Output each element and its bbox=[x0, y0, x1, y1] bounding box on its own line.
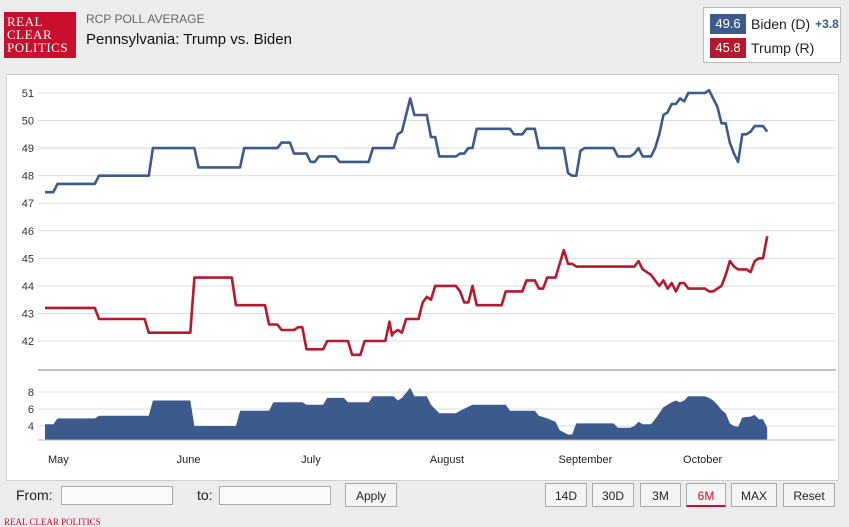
footer-brand: REAL CLEAR POLITICS bbox=[4, 517, 101, 527]
chart-subtitle: RCP POLL AVERAGE bbox=[86, 12, 205, 26]
to-date-input[interactable] bbox=[219, 486, 331, 505]
y-tick-label: 46 bbox=[22, 226, 34, 238]
legend: 49.6 Biden (D) +3.8 45.8 Trump (R) bbox=[703, 7, 841, 63]
to-label: to: bbox=[197, 487, 213, 503]
range-button-max[interactable]: MAX bbox=[731, 483, 777, 507]
x-tick-label-october: October bbox=[683, 454, 722, 466]
y-tick-label: 47 bbox=[22, 198, 34, 210]
range-button-6m[interactable]: 6M bbox=[686, 483, 726, 507]
legend-biden: 49.6 Biden (D) +3.8 bbox=[710, 14, 839, 34]
y-tick-label: 48 bbox=[22, 171, 34, 183]
y-tick-label: 49 bbox=[22, 143, 34, 155]
range-button-14d[interactable]: 14D bbox=[545, 483, 587, 507]
legend-biden-label: Biden (D) bbox=[751, 16, 811, 32]
legend-trump: 45.8 Trump (R) bbox=[710, 38, 814, 58]
legend-biden-value: 49.6 bbox=[710, 14, 746, 34]
legend-biden-spread: +3.8 bbox=[815, 17, 839, 31]
y-tick-label: 43 bbox=[22, 308, 34, 320]
y-tick-label: 50 bbox=[22, 116, 34, 128]
y-tick-label: 42 bbox=[22, 336, 34, 348]
x-tick-label-september: September bbox=[559, 454, 613, 466]
rcp-logo[interactable]: REAL CLEAR POLITICS bbox=[4, 12, 76, 58]
series-line-biden-d bbox=[45, 88, 769, 194]
x-tick-label-may: May bbox=[48, 454, 69, 466]
y-tick-label: 45 bbox=[22, 253, 34, 265]
y-tick-label: 51 bbox=[22, 88, 34, 100]
logo-line2: CLEAR bbox=[7, 27, 53, 42]
y-tick-label: 44 bbox=[22, 281, 34, 293]
range-button-reset[interactable]: Reset bbox=[783, 483, 835, 507]
spread-y-tick-label: 8 bbox=[28, 387, 34, 399]
legend-trump-value: 45.8 bbox=[710, 38, 746, 58]
from-date-input[interactable] bbox=[61, 486, 173, 505]
x-tick-label-july: July bbox=[301, 454, 321, 466]
x-tick-label-august: August bbox=[430, 454, 464, 466]
spread-y-tick-label: 4 bbox=[28, 421, 34, 433]
spread-y-tick-label: 6 bbox=[28, 404, 34, 416]
x-tick-label-june: June bbox=[177, 454, 201, 466]
date-controls: From: to: Apply 14D 30D 3M 6M MAX Reset bbox=[0, 480, 849, 524]
logo-line1: REAL bbox=[7, 14, 43, 29]
legend-trump-label: Trump (R) bbox=[751, 40, 815, 56]
chart-title: Pennsylvania: Trump vs. Biden bbox=[86, 31, 292, 48]
from-label: From: bbox=[16, 487, 53, 503]
logo-line3: POLITICS bbox=[7, 40, 69, 55]
series-line-trump-r bbox=[45, 236, 769, 357]
range-button-3m[interactable]: 3M bbox=[640, 483, 681, 507]
apply-button[interactable]: Apply bbox=[345, 483, 397, 507]
spread-area bbox=[45, 387, 768, 440]
range-button-30d[interactable]: 30D bbox=[592, 483, 634, 507]
